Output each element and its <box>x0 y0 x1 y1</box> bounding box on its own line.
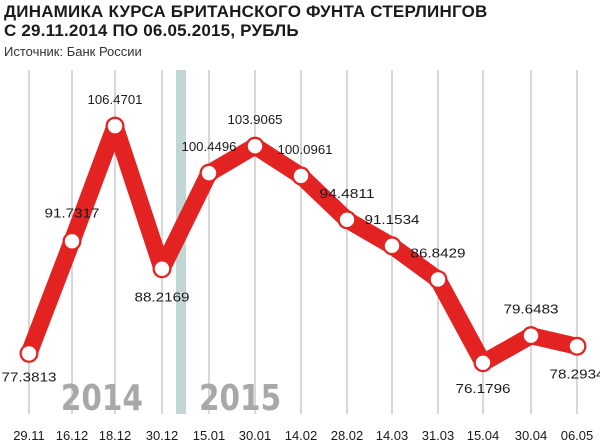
x-tick-16.12: 16.12 <box>56 428 89 443</box>
data-point-28.02 <box>339 212 355 228</box>
chart-title-line-2: С 29.11.2014 ПО 06.05.2015, РУБЛЬ <box>4 21 299 40</box>
value-label-14.02: 100.0961 <box>278 142 333 157</box>
data-point-15.01 <box>201 165 217 181</box>
data-point-14.02 <box>293 168 309 184</box>
x-tick-30.01: 30.01 <box>239 428 272 443</box>
chart-title: ДИНАМИКА КУРСА БРИТАНСКОГО ФУНТА СТЕРЛИН… <box>4 2 600 40</box>
year-label-2015: 2015 <box>199 376 281 419</box>
x-tick-14.03: 14.03 <box>376 428 409 443</box>
x-tick-30.12: 30.12 <box>146 428 179 443</box>
value-label-28.02: 94.4811 <box>320 186 375 201</box>
data-point-30.12 <box>154 261 170 276</box>
year-label-2014: 2014 <box>61 376 143 419</box>
chart-title-line-1: ДИНАМИКА КУРСА БРИТАНСКОГО ФУНТА СТЕРЛИН… <box>4 2 488 21</box>
value-label-06.05: 78.2934 <box>550 366 600 381</box>
value-label-30.12: 88.2169 <box>135 290 190 305</box>
value-label-15.01: 100.4496 <box>182 139 237 154</box>
x-tick-15.01: 15.01 <box>193 428 226 443</box>
chart-source: Источник: Банк России <box>4 44 142 59</box>
x-tick-06.05: 06.05 <box>561 428 594 443</box>
value-label-18.12: 106.4701 <box>88 92 143 107</box>
value-label-14.03: 91.1534 <box>365 212 420 227</box>
value-label-30.04: 79.6483 <box>504 302 559 317</box>
x-tick-18.12: 18.12 <box>99 428 132 443</box>
data-point-18.12 <box>107 118 123 134</box>
x-tick-29.11: 29.11 <box>13 428 45 443</box>
data-point-06.05 <box>569 339 585 354</box>
data-point-15.04 <box>475 355 491 370</box>
x-tick-14.02: 14.02 <box>285 428 318 443</box>
x-tick-31.03: 31.03 <box>422 428 455 443</box>
value-label-30.01: 103.9065 <box>228 112 283 127</box>
value-label-15.04: 76.1796 <box>456 381 511 396</box>
series-line <box>20 117 586 372</box>
data-point-16.12 <box>64 234 80 249</box>
data-point-29.11 <box>21 346 37 361</box>
x-tick-15.04: 15.04 <box>467 428 500 443</box>
data-point-30.04 <box>523 328 539 343</box>
value-label-16.12: 91.7317 <box>45 205 100 220</box>
data-point-31.03 <box>430 272 446 287</box>
value-label-29.11: 77.3813 <box>2 369 57 384</box>
data-point-14.03 <box>384 238 400 254</box>
x-tick-30.04: 30.04 <box>515 428 548 443</box>
data-point-30.01 <box>247 138 263 154</box>
value-label-31.03: 86.8429 <box>411 245 466 260</box>
x-tick-28.02: 28.02 <box>331 428 364 443</box>
